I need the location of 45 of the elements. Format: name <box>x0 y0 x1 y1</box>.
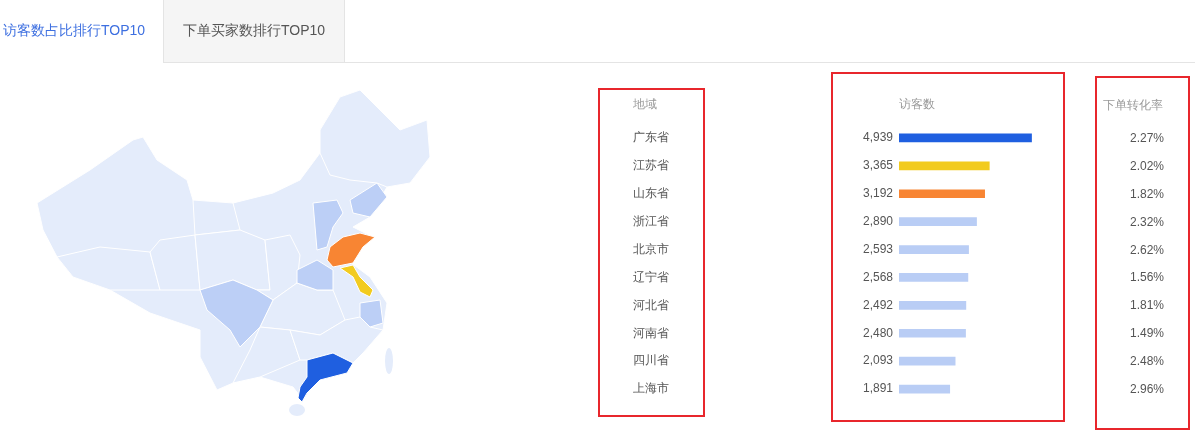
data-label: 2,492 <box>862 297 894 312</box>
y-tick-label: 上海市 <box>633 381 669 396</box>
y-tick-label: 四川省 <box>633 353 669 368</box>
data-label: 3,365 <box>862 158 894 173</box>
bar <box>899 189 985 199</box>
bar <box>899 245 969 254</box>
bar <box>899 301 967 310</box>
data-label: 2.62% <box>1129 241 1164 258</box>
y-tick-label: 山东省 <box>633 186 669 201</box>
data-label: 1.82% <box>1129 185 1164 202</box>
y-tick-label: 广东省 <box>633 130 669 145</box>
data-label: 1,891 <box>862 381 894 396</box>
text: 访客数占比排行TOP10 <box>3 22 146 40</box>
data-label: 2,093 <box>862 353 894 368</box>
bar <box>899 133 1032 143</box>
data-label: 2,593 <box>862 241 894 256</box>
data-label: 1.49% <box>1129 325 1164 342</box>
y-tick-label: 江苏省 <box>633 158 669 173</box>
data-label: 1.56% <box>1129 269 1164 286</box>
data-label: 3,192 <box>862 186 894 201</box>
bar <box>899 356 956 366</box>
bar <box>899 217 977 226</box>
data-label: 2,568 <box>862 269 894 284</box>
bar <box>899 273 969 282</box>
data-label: 2.27% <box>1129 129 1164 146</box>
tab: 下单买家数排行TOP10 <box>163 0 345 62</box>
data-label: 4,939 <box>862 130 894 145</box>
bar <box>899 328 966 338</box>
bar <box>899 384 951 394</box>
y-tick-label: 北京市 <box>633 241 669 256</box>
data-label: 2.02% <box>1129 157 1164 174</box>
y-tick-label: 河南省 <box>633 325 669 340</box>
data-label: 2,890 <box>862 213 894 228</box>
data-label: 2.32% <box>1129 213 1164 230</box>
y-tick-label: 浙江省 <box>633 213 669 228</box>
x-axis-title: 访客数 <box>899 97 935 112</box>
y-axis-title: 地域 <box>632 97 657 112</box>
data-label: 2,480 <box>862 325 894 340</box>
y-tick-label: 河北省 <box>633 297 669 312</box>
data-label: 1.81% <box>1129 297 1164 314</box>
bar <box>899 161 990 171</box>
data-label: 2.96% <box>1129 381 1164 398</box>
data-label: 2.48% <box>1129 353 1164 370</box>
y-tick-label: 辽宁省 <box>633 269 669 284</box>
text: 下单转化率 <box>1103 97 1163 113</box>
